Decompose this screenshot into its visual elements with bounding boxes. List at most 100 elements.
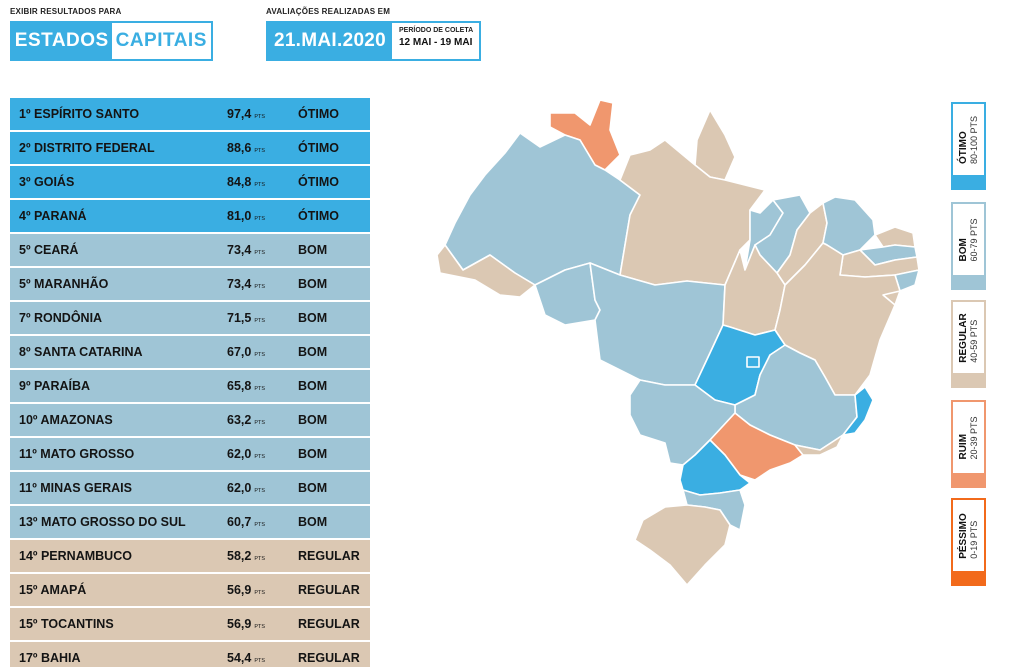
score-value: 97,4 — [227, 107, 252, 121]
map-state-pr[interactable] — [679, 439, 751, 496]
state-name: 15º TOCANTINS — [19, 617, 114, 631]
brazil-map — [425, 95, 930, 595]
map-state-ce[interactable] — [822, 196, 876, 256]
ranking-row[interactable]: 8º SANTA CATARINA 67,0 PTS BOM — [10, 336, 370, 370]
ranking-row[interactable]: 1º ESPÍRITO SANTO 97,4 PTS ÓTIMO — [10, 98, 370, 132]
map-state-rs[interactable] — [634, 504, 731, 586]
classification: BOM — [298, 345, 328, 359]
classification: ÓTIMO — [298, 107, 339, 121]
map-state-es[interactable] — [842, 386, 874, 436]
legend-item[interactable]: BOM 60-79 PTS — [951, 202, 986, 290]
score-unit: PTS — [254, 386, 266, 392]
classification: BOM — [298, 243, 328, 257]
score-unit: PTS — [254, 454, 266, 460]
state-name: 1º ESPÍRITO SANTO — [19, 107, 139, 121]
legend-swatch — [953, 175, 984, 188]
rank-position: 8º — [19, 345, 31, 359]
state-name: 5º MARANHÃO — [19, 277, 108, 291]
ranking-row[interactable]: 4º PARANÁ 81,0 PTS ÓTIMO — [10, 200, 370, 234]
rank-position: 4º — [19, 209, 31, 223]
legend-item[interactable]: RUIM 20-39 PTS — [951, 400, 986, 488]
state-label: PARAÍBA — [34, 379, 91, 393]
score-unit: PTS — [254, 352, 266, 358]
legend-name: PÉSSIMO — [957, 513, 969, 559]
score-unit: PTS — [254, 216, 266, 222]
score-value: 62,0 — [227, 447, 252, 461]
state-name: 11º MATO GROSSO — [19, 447, 134, 461]
legend-item[interactable]: REGULAR 40-59 PTS — [951, 300, 986, 388]
state-name: 14º PERNAMBUCO — [19, 549, 132, 563]
legend-item[interactable]: ÓTIMO 80-100 PTS — [951, 102, 986, 190]
legend-swatch — [953, 571, 984, 584]
ranking-row[interactable]: 17º BAHIA 54,4 PTS REGULAR — [10, 642, 370, 667]
score-value: 84,8 — [227, 175, 252, 189]
score-unit: PTS — [254, 624, 266, 630]
map-state-rj[interactable] — [794, 434, 844, 456]
legend-range: 80-100 PTS — [968, 115, 979, 165]
rank-position: 2º — [19, 141, 31, 155]
classification: ÓTIMO — [298, 141, 339, 155]
legend-swatch — [953, 473, 984, 486]
score-unit: PTS — [254, 556, 266, 562]
score-value: 62,0 — [227, 481, 252, 495]
classification: REGULAR — [298, 617, 360, 631]
legend-text: RUIM 20-39 PTS — [958, 416, 980, 459]
legend-name: REGULAR — [957, 313, 969, 363]
view-caption: EXIBIR RESULTADOS PARA — [10, 7, 122, 16]
score: 58,2 PTS — [227, 549, 265, 563]
map-state-df[interactable] — [746, 356, 760, 368]
score: 97,4 PTS — [227, 107, 265, 121]
classification: ÓTIMO — [298, 175, 339, 189]
classification: BOM — [298, 515, 328, 529]
legend-range: 20-39 PTS — [968, 416, 979, 460]
score-value: 58,2 — [227, 549, 252, 563]
score: 56,9 PTS — [227, 583, 265, 597]
toggle-estados-button[interactable]: ESTADOS — [12, 23, 112, 59]
state-name: 7º RONDÔNIA — [19, 311, 102, 325]
state-label: BAHIA — [40, 651, 81, 665]
score-unit: PTS — [254, 284, 266, 290]
ranking-row[interactable]: 3º GOIÁS 84,8 PTS ÓTIMO — [10, 166, 370, 200]
score-value: 63,2 — [227, 413, 252, 427]
rank-position: 7º — [19, 311, 31, 325]
ranking-row[interactable]: 5º CEARÁ 73,4 PTS BOM — [10, 234, 370, 268]
state-label: DISTRITO FEDERAL — [34, 141, 155, 155]
score-value: 81,0 — [227, 209, 252, 223]
legend-text: ÓTIMO 80-100 PTS — [958, 116, 980, 164]
score-value: 56,9 — [227, 617, 252, 631]
ranking-row[interactable]: 11º MINAS GERAIS 62,0 PTS BOM — [10, 472, 370, 506]
rank-position: 15º — [19, 617, 38, 631]
ranking-row[interactable]: 10º AMAZONAS 63,2 PTS BOM — [10, 404, 370, 438]
score-value: 65,8 — [227, 379, 252, 393]
ranking-row[interactable]: 7º RONDÔNIA 71,5 PTS BOM — [10, 302, 370, 336]
legend-item[interactable]: PÉSSIMO 0-19 PTS — [951, 498, 986, 586]
score-value: 56,9 — [227, 583, 252, 597]
toggle-capitais-button[interactable]: CAPITAIS — [111, 23, 211, 59]
ranking-row[interactable]: 15º AMAPÁ 56,9 PTS REGULAR — [10, 574, 370, 608]
score: 71,5 PTS — [227, 311, 265, 325]
ranking-row[interactable]: 15º TOCANTINS 56,9 PTS REGULAR — [10, 608, 370, 642]
classification: REGULAR — [298, 651, 360, 665]
ranking-row[interactable]: 9º PARAÍBA 65,8 PTS BOM — [10, 370, 370, 404]
state-name: 2º DISTRITO FEDERAL — [19, 141, 155, 155]
score: 73,4 PTS — [227, 277, 265, 291]
state-label: AMAPÁ — [40, 583, 87, 597]
state-label: PARANÁ — [34, 209, 87, 223]
state-name: 10º AMAZONAS — [19, 413, 113, 427]
ranking-row[interactable]: 11º MATO GROSSO 62,0 PTS BOM — [10, 438, 370, 472]
ranking-row[interactable]: 14º PERNAMBUCO 58,2 PTS REGULAR — [10, 540, 370, 574]
score: 63,2 PTS — [227, 413, 265, 427]
score: 62,0 PTS — [227, 447, 265, 461]
ranking-row[interactable]: 5º MARANHÃO 73,4 PTS BOM — [10, 268, 370, 302]
map-state-rn[interactable] — [874, 226, 916, 248]
state-name: 13º MATO GROSSO DO SUL — [19, 515, 186, 529]
classification: BOM — [298, 277, 328, 291]
ranking-row[interactable]: 2º DISTRITO FEDERAL 88,6 PTS ÓTIMO — [10, 132, 370, 166]
rank-position: 13º — [19, 515, 38, 529]
score: 65,8 PTS — [227, 379, 265, 393]
rank-position: 10º — [19, 413, 38, 427]
ranking-list: 1º ESPÍRITO SANTO 97,4 PTS ÓTIMO 2º DISTRITO… — [10, 98, 370, 667]
ranking-row[interactable]: 13º MATO GROSSO DO SUL 60,7 PTS BOM — [10, 506, 370, 540]
score-value: 71,5 — [227, 311, 252, 325]
score-unit: PTS — [254, 148, 266, 154]
